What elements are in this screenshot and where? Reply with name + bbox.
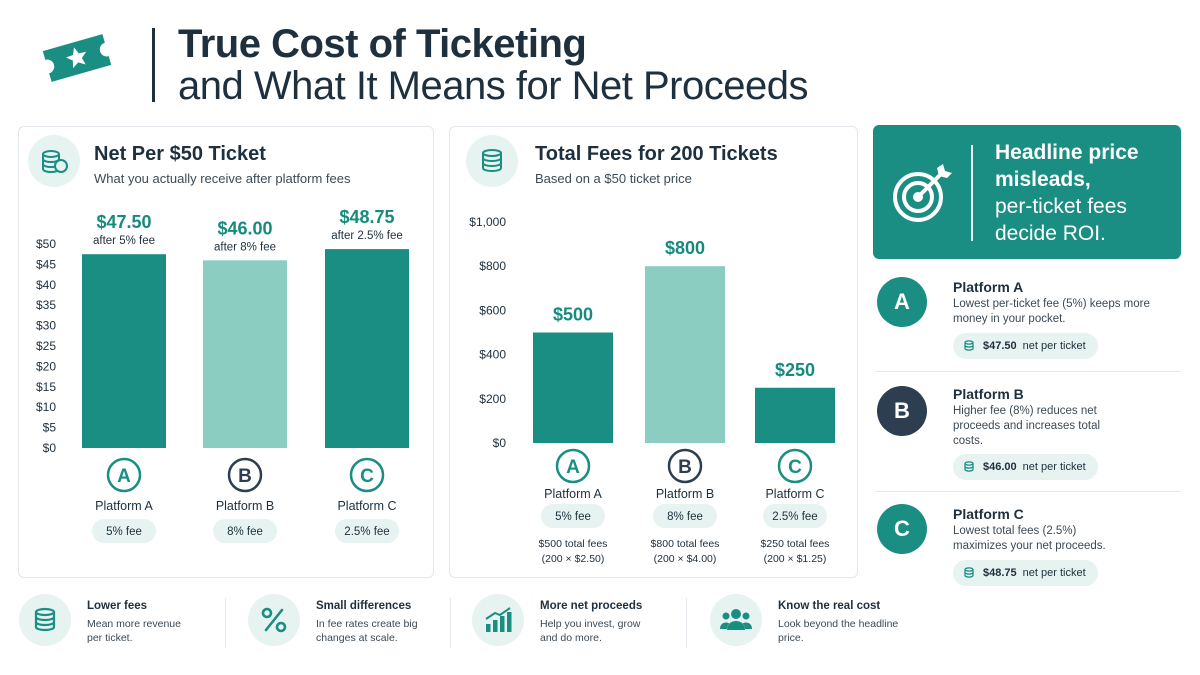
- platform-c-summary: C Platform C Lowest total fees (2.5%) ma…: [873, 502, 1181, 592]
- footer-text: Mean more revenue per ticket.: [87, 618, 181, 644]
- platform-a-desc: Lowest per-ticket fee (5%) keeps more mo…: [953, 298, 1150, 325]
- platform-c-badge: C: [877, 504, 927, 554]
- platform-c-desc: Lowest total fees (2.5%) maximizes your …: [953, 525, 1106, 552]
- coins-icon: [964, 567, 974, 578]
- platform-b-net-suffix: net per ticket: [1022, 461, 1086, 473]
- platform-divider: [876, 371, 1180, 372]
- key-insight-callout: Headline price misleads, per-ticket fees…: [873, 125, 1181, 259]
- footer-title: Small differences: [316, 600, 412, 612]
- footer-item-more-net-proceeds: More net proceeds Help you invest, grow …: [472, 592, 672, 652]
- footer-text: Help you invest, grow and do more.: [540, 618, 641, 644]
- header-divider: [152, 28, 155, 102]
- target-arrow-icon: [893, 164, 952, 222]
- people-icon: [710, 594, 762, 646]
- platform-b-badge: B: [877, 386, 927, 436]
- callout-line1: Headline price: [995, 141, 1139, 164]
- footer-item-lower-fees: Lower fees Mean more revenue per ticket.: [19, 592, 219, 652]
- footer-divider: [450, 598, 451, 648]
- platform-b-net-pill: $46.00 net per ticket: [953, 454, 1098, 480]
- platform-b-net-value: $46.00: [983, 461, 1017, 473]
- coins-icon: [964, 340, 974, 351]
- platform-b-name: Platform B: [953, 386, 1024, 402]
- callout-line2: misleads,: [995, 168, 1091, 191]
- coins-icon: [964, 461, 974, 472]
- net-per-ticket-card: Net Per $50 Ticket What you actually rec…: [18, 126, 434, 578]
- platform-a-badge: A: [877, 277, 927, 327]
- footer-text: Look beyond the headline price.: [778, 618, 899, 644]
- platform-c-net-suffix: net per ticket: [1022, 567, 1086, 579]
- footer-title: Lower fees: [87, 600, 148, 612]
- ticket-star-icon: [42, 34, 112, 82]
- footer-item-know-the-real-cost: Know the real cost Look beyond the headl…: [710, 592, 940, 652]
- platform-a-name: Platform A: [953, 279, 1024, 295]
- platform-c-net-pill: $48.75 net per ticket: [953, 560, 1098, 586]
- callout-line4: decide ROI.: [995, 222, 1106, 245]
- card1-title: Net Per $50 Ticket: [94, 143, 266, 165]
- coins-stack-icon: [466, 135, 518, 187]
- platform-a-net-value: $47.50: [983, 340, 1017, 352]
- footer-item-small-differences: Small differences In fee rates create bi…: [248, 592, 448, 652]
- platform-b-summary: B Platform B Higher fee (8%) reduces net…: [873, 382, 1181, 482]
- total-fees-card: Total Fees for 200 Tickets Based on a $5…: [449, 126, 858, 578]
- footer-text: In fee rates create big changes at scale…: [316, 618, 418, 644]
- growth-chart-icon: [472, 594, 524, 646]
- platform-a-net-pill: $47.50 net per ticket: [953, 333, 1098, 359]
- footer-title: More net proceeds: [540, 600, 643, 612]
- page-title: True Cost of Ticketing: [178, 22, 587, 66]
- footer-title: Know the real cost: [778, 600, 881, 612]
- platform-divider: [876, 491, 1180, 492]
- percent-icon: [248, 594, 300, 646]
- coins-icon: [28, 135, 80, 187]
- card2-subtitle: Based on a $50 ticket price: [535, 171, 692, 186]
- card1-subtitle: What you actually receive after platform…: [94, 171, 351, 186]
- platform-c-net-value: $48.75: [983, 567, 1017, 579]
- platform-a-summary: A Platform A Lowest per-ticket fee (5%) …: [873, 275, 1181, 365]
- footer-divider: [225, 598, 226, 648]
- card2-title: Total Fees for 200 Tickets: [535, 143, 778, 165]
- platform-b-desc: Higher fee (8%) reduces net proceeds and…: [953, 405, 1101, 447]
- coins-icon: [19, 594, 71, 646]
- footer-divider: [686, 598, 687, 648]
- platform-a-net-suffix: net per ticket: [1022, 340, 1086, 352]
- callout-line3: per-ticket fees: [995, 195, 1127, 218]
- platform-c-name: Platform C: [953, 506, 1024, 522]
- page-subtitle: and What It Means for Net Proceeds: [178, 64, 808, 108]
